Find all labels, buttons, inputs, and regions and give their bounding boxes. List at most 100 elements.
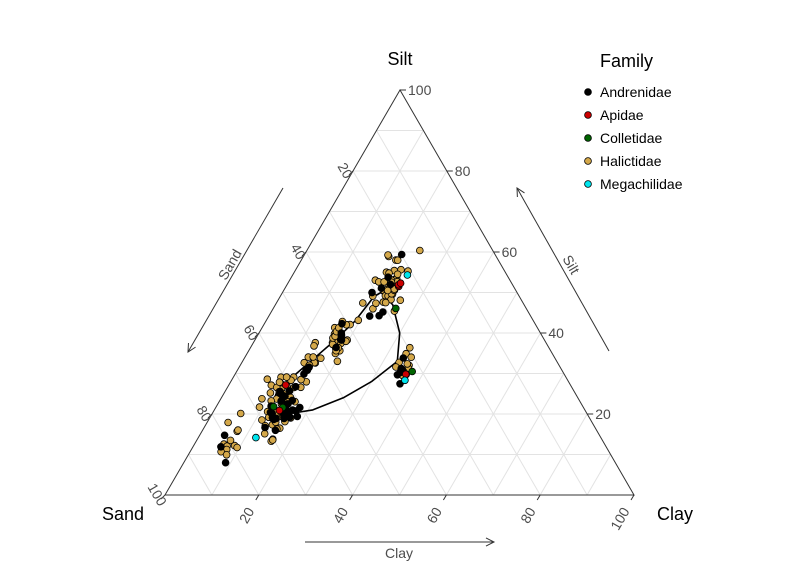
tick-mark-sand [348, 170, 354, 176]
data-point-halictidae [316, 354, 325, 363]
tick-mark-clay [255, 494, 260, 501]
data-point-apidae [401, 370, 410, 379]
tick-label-sand: 20 [335, 160, 357, 182]
data-point-andrenidae [261, 423, 269, 432]
grid-line-clay [492, 373, 565, 496]
data-point-andrenidae [217, 442, 225, 451]
data-point-andrenidae [285, 387, 294, 395]
data-point-halictidae [236, 409, 245, 418]
legend-key-andrenidae [584, 88, 592, 96]
data-point-megachilidae [252, 433, 260, 442]
grid-line-sand [258, 332, 354, 496]
data-point-halictidae [381, 298, 390, 307]
data-point-andrenidae [397, 250, 406, 259]
tick-label-silt: 100 [408, 82, 432, 98]
tick-mark-clay [536, 494, 541, 501]
data-point-halictidae [258, 416, 266, 424]
arrow-sand [187, 187, 284, 353]
legend-key-apidae [584, 111, 592, 119]
data-point-andrenidae [332, 343, 340, 352]
tick-label-silt: 20 [595, 406, 611, 422]
triangle-border [164, 89, 635, 496]
data-point-andrenidae [220, 431, 229, 440]
data-point-halictidae [282, 373, 291, 381]
data-point-megachilidae [401, 376, 409, 385]
data-point-halictidae [393, 256, 402, 265]
data-point-apidae [281, 381, 290, 389]
grid-line-sand [188, 454, 213, 496]
data-point-halictidae [263, 375, 272, 384]
data-point-andrenidae [268, 409, 277, 418]
grid-line-clay [399, 292, 518, 496]
data-point-halictidae [393, 270, 402, 279]
data-point-halictidae [266, 389, 275, 397]
data-point-andrenidae [338, 319, 346, 328]
data-point-halictidae [384, 251, 392, 259]
corner-label-clay: Clay [657, 504, 693, 524]
tick-mark-sand [160, 494, 166, 500]
grid-line-sand [235, 373, 307, 496]
data-point-andrenidae [221, 458, 230, 467]
data-point-andrenidae [337, 331, 346, 339]
tick-mark-clay [630, 494, 635, 501]
triangle-outline [164, 89, 635, 496]
tick-label-sand: 40 [288, 241, 310, 263]
data-point-apidae [275, 406, 284, 415]
data-point-halictidae [333, 357, 342, 366]
tick-mark-clay [442, 494, 447, 501]
data-point-andrenidae [386, 280, 395, 289]
axis-title-clay: Clay [385, 545, 413, 561]
tick-labels: 20 20 20 40 40 40 60 60 60 80 80 80 100 100 100 [145, 82, 635, 533]
data-point-apidae [396, 279, 405, 288]
grid-line-sand [329, 211, 494, 496]
axis-arrows [187, 187, 610, 547]
data-point-andrenidae [305, 363, 313, 372]
data-point-andrenidae [393, 370, 402, 379]
tick-label-silt: 40 [548, 325, 564, 341]
grid-line-sand [376, 130, 588, 496]
data-point-andrenidae [291, 382, 300, 391]
legend-label-andrenidae: Andrenidae [600, 84, 672, 100]
tick-label-clay: 40 [330, 504, 352, 526]
data-point-halictidae [268, 436, 277, 444]
tick-label-clay: 100 [607, 504, 633, 532]
data-point-andrenidae [365, 312, 374, 320]
arrow-clay-head [485, 537, 496, 547]
grid-line-sand [282, 292, 400, 496]
data-point-halictidae [260, 429, 269, 438]
tick-mark-sand [254, 332, 260, 338]
data-point-andrenidae [271, 426, 280, 435]
legend-title: Family [600, 51, 653, 71]
data-points [217, 246, 424, 467]
tick-label-silt: 80 [455, 163, 471, 179]
grid-line-clay [211, 130, 424, 496]
legend: Family Andrenidae Apidae Colletidae Halicti… [584, 51, 683, 192]
data-point-halictidae [275, 378, 284, 387]
data-point-halictidae [310, 342, 318, 350]
axis-title-sand: Sand [215, 246, 245, 282]
tick-label-clay: 80 [517, 504, 539, 526]
tick-label-clay: 60 [423, 504, 445, 526]
data-point-halictidae [309, 353, 318, 361]
data-point-halictidae [358, 299, 367, 307]
data-point-halictidae [354, 316, 363, 325]
data-point-halictidae [372, 299, 380, 308]
data-point-halictidae [415, 246, 424, 255]
grid-line-sand [211, 413, 260, 496]
tick-label-sand: 60 [241, 322, 263, 344]
tick-label-silt: 60 [502, 244, 518, 260]
data-point-megachilidae [403, 271, 412, 279]
legend-key-megachilidae [584, 180, 592, 188]
data-point-andrenidae [300, 370, 308, 378]
legend-key-halictidae [584, 157, 592, 165]
tick-label-clay: 20 [236, 504, 258, 526]
data-point-andrenidae [377, 284, 386, 293]
data-point-andrenidae [399, 354, 408, 362]
legend-label-megachilidae: Megachilidae [600, 176, 683, 192]
arrow-sand-head [187, 342, 196, 353]
grid-line-clay [445, 332, 541, 496]
legend-key-colletidae [584, 134, 592, 142]
corner-label-sand: Sand [102, 504, 144, 524]
data-point-halictidae [396, 296, 405, 305]
